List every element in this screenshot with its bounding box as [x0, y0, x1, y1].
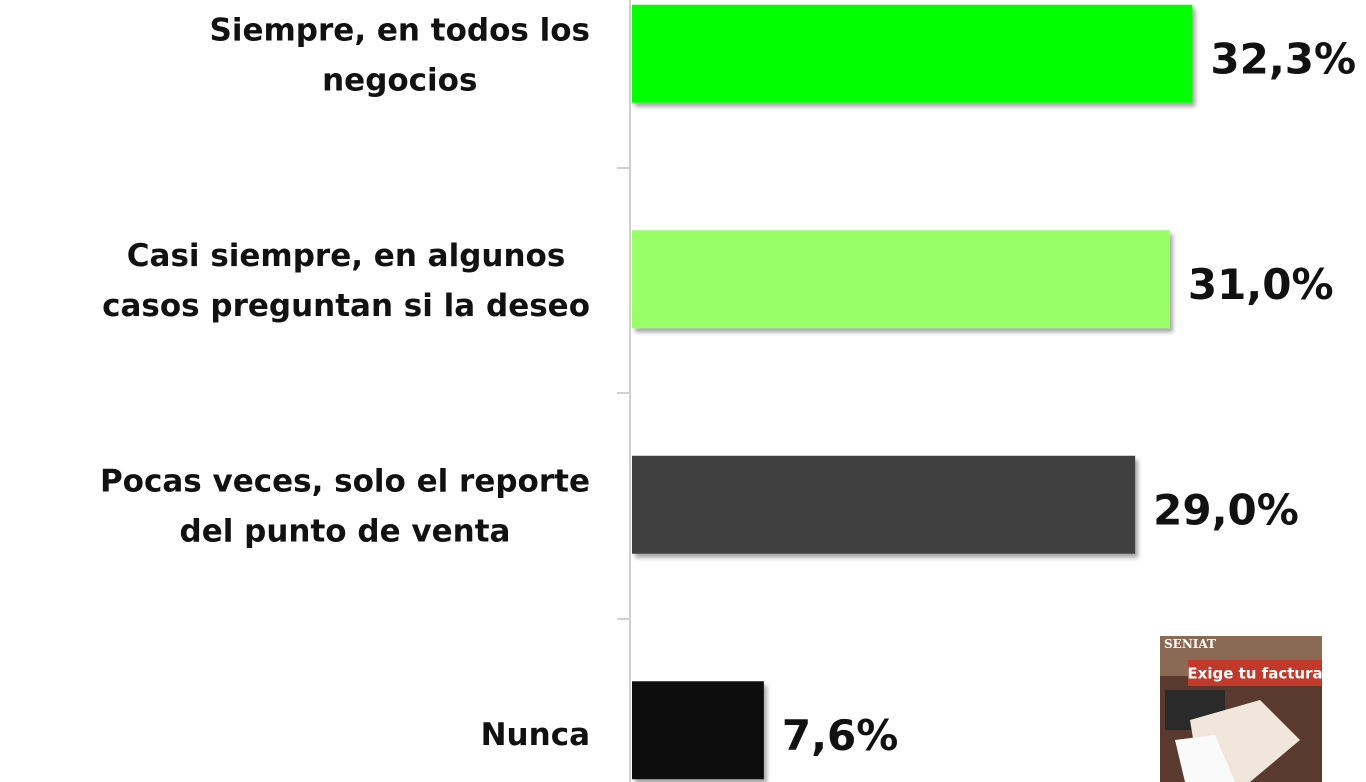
- value-label: 29,0%: [1153, 485, 1299, 534]
- value-label: 7,6%: [782, 711, 898, 760]
- category-label-line: Nunca: [481, 717, 590, 753]
- inset-image: SENIAT Exige tu factura: [1160, 636, 1323, 782]
- category-label: Siempre, en todos los negocios: [210, 12, 590, 98]
- bar: [632, 5, 1192, 103]
- category-label-line: del punto de venta: [180, 513, 511, 549]
- inset-caption: Exige tu factura: [1187, 665, 1322, 683]
- category-label-line: Casi siempre, en algunos: [127, 238, 566, 274]
- category-label: Casi siempre, en algunos casos preguntan …: [102, 238, 590, 324]
- bar: [632, 230, 1170, 328]
- bar: [632, 681, 764, 779]
- value-label: 31,0%: [1188, 260, 1334, 309]
- category-label-line: negocios: [322, 62, 477, 98]
- value-label: 32,3%: [1210, 34, 1356, 83]
- category-label: Pocas veces, solo el reporte del punto de…: [100, 463, 590, 549]
- inset-brand: SENIAT: [1164, 637, 1216, 651]
- chart: 32,3% Siempre, en todos los negocios 31,0% C…: [0, 0, 1366, 782]
- category-ticks: [617, 168, 630, 619]
- category-label: Nunca: [481, 717, 590, 753]
- category-label-line: Siempre, en todos los: [210, 12, 590, 48]
- category-label-line: casos preguntan si la deseo: [102, 288, 590, 324]
- category-label-line: Pocas veces, solo el reporte: [100, 463, 590, 499]
- bar: [632, 456, 1135, 554]
